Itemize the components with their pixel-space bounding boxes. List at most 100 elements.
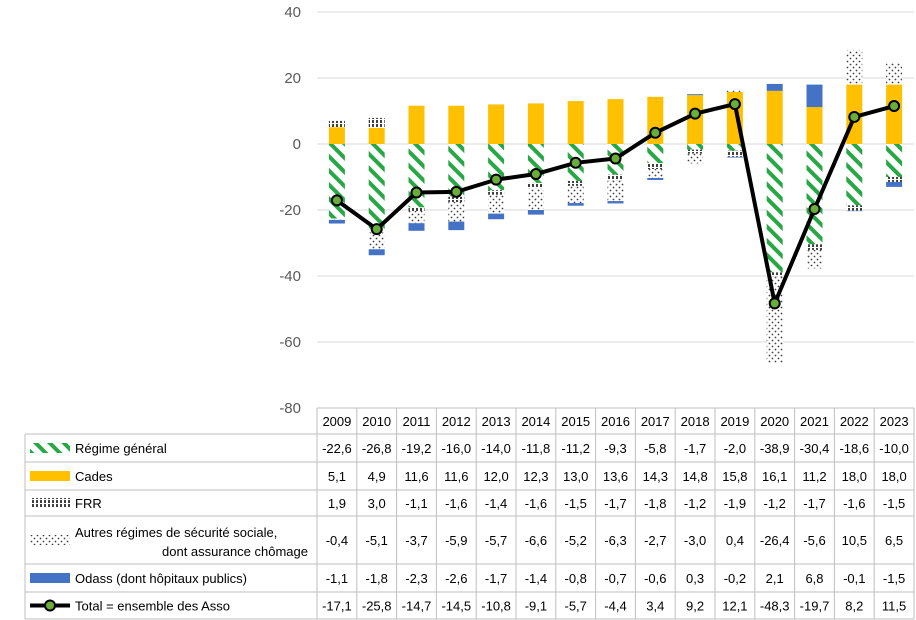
total-point-2016 <box>609 152 622 165</box>
bar-cades-2014 <box>527 103 544 144</box>
legend-marker-total-ensemble-des-asso <box>44 599 56 612</box>
data-label-odass-dont-h-pitaux-publics-2020: 2,1 <box>766 571 784 586</box>
bar-cades-2016 <box>607 99 624 144</box>
bar-odass-dont-h-pitaux-publics-2020 <box>766 83 783 91</box>
x-tick-label: 2014 <box>521 414 550 429</box>
x-tick-label: 2009 <box>322 414 351 429</box>
data-label-autres-r-gimes-de-s-curit-sociale-2013: -5,7 <box>485 533 507 548</box>
bar-frr-2009 <box>328 120 345 128</box>
bar-odass-dont-h-pitaux-publics-2010 <box>368 249 385 256</box>
data-label-total-ensemble-des-asso-2023: 11,5 <box>882 599 906 614</box>
data-label-frr-2020: -1,2 <box>763 496 785 511</box>
data-label-total-ensemble-des-asso-2016: -4,4 <box>604 599 626 614</box>
x-tick-label: 2022 <box>840 414 869 429</box>
legend-label-autres-r-gimes-de-s-curit-sociale-line2: dont assurance chômage <box>162 544 308 559</box>
data-label-odass-dont-h-pitaux-publics-2011: -2,3 <box>405 571 427 586</box>
bar-frr-2015 <box>567 180 584 186</box>
data-label-cades-2020: 16,1 <box>762 469 787 484</box>
data-label-autres-r-gimes-de-s-curit-sociale-2019: 0,4 <box>726 533 744 548</box>
data-label-total-ensemble-des-asso-2020: -48,3 <box>760 599 790 614</box>
data-label-frr-2011: -1,1 <box>405 496 427 511</box>
legend-label-autres-r-gimes-de-s-curit-sociale-line1: Autres régimes de sécurité sociale, <box>75 525 277 540</box>
data-label-cades-2016: 13,6 <box>603 469 628 484</box>
y-tick-label: -20 <box>279 202 301 219</box>
x-tick-label: 2019 <box>720 414 749 429</box>
bar-autres-r-gimes-de-s-curit-sociale-2019 <box>726 90 743 92</box>
data-label-cades-2022: 18,0 <box>842 469 867 484</box>
bar-autres-r-gimes-de-s-curit-sociale-2015 <box>567 185 584 204</box>
bar-autres-r-gimes-de-s-curit-sociale-2012 <box>448 202 465 222</box>
bar-cades-2023 <box>886 84 903 144</box>
data-label-odass-dont-h-pitaux-publics-2016: -0,7 <box>604 571 626 586</box>
data-label-total-ensemble-des-asso-2010: -25,8 <box>362 599 392 614</box>
bar-odass-dont-h-pitaux-publics-2019 <box>726 156 743 158</box>
data-label-total-ensemble-des-asso-2014: -9,1 <box>525 599 547 614</box>
bar-r-gime-g-n-ral-2020 <box>766 144 783 273</box>
x-tick-label: 2010 <box>362 414 391 429</box>
x-tick-label: 2018 <box>681 414 710 429</box>
data-label-frr-2009: 1,9 <box>328 496 346 511</box>
bar-frr-2010 <box>368 117 385 128</box>
y-tick-label: 0 <box>293 136 301 153</box>
data-label-r-gime-g-n-ral-2021: -30,4 <box>800 441 830 456</box>
bar-autres-r-gimes-de-s-curit-sociale-2016 <box>607 180 624 202</box>
bar-odass-dont-h-pitaux-publics-2017 <box>647 177 664 180</box>
bar-autres-r-gimes-de-s-curit-sociale-2018 <box>687 153 704 164</box>
bar-cades-2020 <box>766 90 783 144</box>
data-label-r-gime-g-n-ral-2017: -5,8 <box>644 441 666 456</box>
legend-key-cades <box>30 471 70 481</box>
data-label-autres-r-gimes-de-s-curit-sociale-2017: -2,7 <box>644 533 666 548</box>
data-label-cades-2018: 14,8 <box>682 469 707 484</box>
total-line <box>330 98 901 310</box>
data-label-r-gime-g-n-ral-2014: -11,8 <box>522 441 551 456</box>
data-label-frr-2017: -1,8 <box>644 496 666 511</box>
bar-r-gime-g-n-ral-2012 <box>448 144 465 197</box>
bar-frr-2013 <box>488 190 505 195</box>
data-label-frr-2023: -1,5 <box>883 496 905 511</box>
data-label-cades-2013: 12,0 <box>483 469 508 484</box>
bar-cades-2013 <box>488 104 505 144</box>
bar-odass-dont-h-pitaux-publics-2022 <box>846 210 863 212</box>
total-point-2012 <box>450 185 463 198</box>
x-tick-label: 2013 <box>482 414 511 429</box>
total-point-2018 <box>689 107 702 120</box>
x-tick-label: 2020 <box>760 414 789 429</box>
bar-frr-2020 <box>766 272 783 277</box>
total-point-2019 <box>728 98 741 111</box>
data-label-cades-2019: 15,8 <box>722 469 747 484</box>
data-label-autres-r-gimes-de-s-curit-sociale-2022: 10,5 <box>842 533 867 548</box>
data-label-cades-2011: 11,6 <box>404 469 428 484</box>
data-label-autres-r-gimes-de-s-curit-sociale-2020: -26,4 <box>760 533 790 548</box>
data-label-frr-2014: -1,6 <box>525 496 547 511</box>
data-label-total-ensemble-des-asso-2015: -5,7 <box>564 599 586 614</box>
y-axis-ticks: 40 20 0 -20 -40 -60 -80 <box>279 4 301 417</box>
bar-frr-2014 <box>527 182 544 189</box>
total-point-2010 <box>370 223 383 236</box>
data-label-r-gime-g-n-ral-2018: -1,7 <box>684 441 706 456</box>
data-label-r-gime-g-n-ral-2023: -10,0 <box>879 441 909 456</box>
data-label-frr-2012: -1,6 <box>445 496 467 511</box>
data-label-r-gime-g-n-ral-2016: -9,3 <box>604 441 626 456</box>
data-label-autres-r-gimes-de-s-curit-sociale-2012: -5,9 <box>445 533 467 548</box>
x-tick-label: 2023 <box>880 414 909 429</box>
data-label-frr-2010: 3,0 <box>368 496 386 511</box>
bar-autres-r-gimes-de-s-curit-sociale-2017 <box>647 169 664 178</box>
bar-odass-dont-h-pitaux-publics-2021 <box>806 84 823 108</box>
data-label-autres-r-gimes-de-s-curit-sociale-2016: -6,3 <box>604 533 626 548</box>
data-label-r-gime-g-n-ral-2015: -11,2 <box>561 441 590 456</box>
bar-autres-r-gimes-de-s-curit-sociale-2023 <box>886 63 903 85</box>
bar-r-gime-g-n-ral-2023 <box>886 144 903 177</box>
bar-autres-r-gimes-de-s-curit-sociale-2009 <box>328 218 345 220</box>
bar-odass-dont-h-pitaux-publics-2012 <box>448 221 465 231</box>
y-tick-label: -60 <box>279 334 301 351</box>
data-label-total-ensemble-des-asso-2011: -14,7 <box>402 599 432 614</box>
bar-autres-r-gimes-de-s-curit-sociale-2010 <box>368 232 385 250</box>
data-label-odass-dont-h-pitaux-publics-2009: -1,1 <box>326 571 348 586</box>
data-label-odass-dont-h-pitaux-publics-2017: -0,6 <box>644 571 666 586</box>
bar-odass-dont-h-pitaux-publics-2014 <box>527 210 544 215</box>
data-label-odass-dont-h-pitaux-publics-2015: -0,8 <box>564 571 586 586</box>
bar-r-gime-g-n-ral-2019 <box>726 144 743 151</box>
bar-odass-dont-h-pitaux-publics-2009 <box>328 219 345 224</box>
legend-label-odass-dont-h-pitaux-publics: Odass (dont hôpitaux publics) <box>75 571 247 586</box>
y-tick-label: -80 <box>279 400 301 417</box>
